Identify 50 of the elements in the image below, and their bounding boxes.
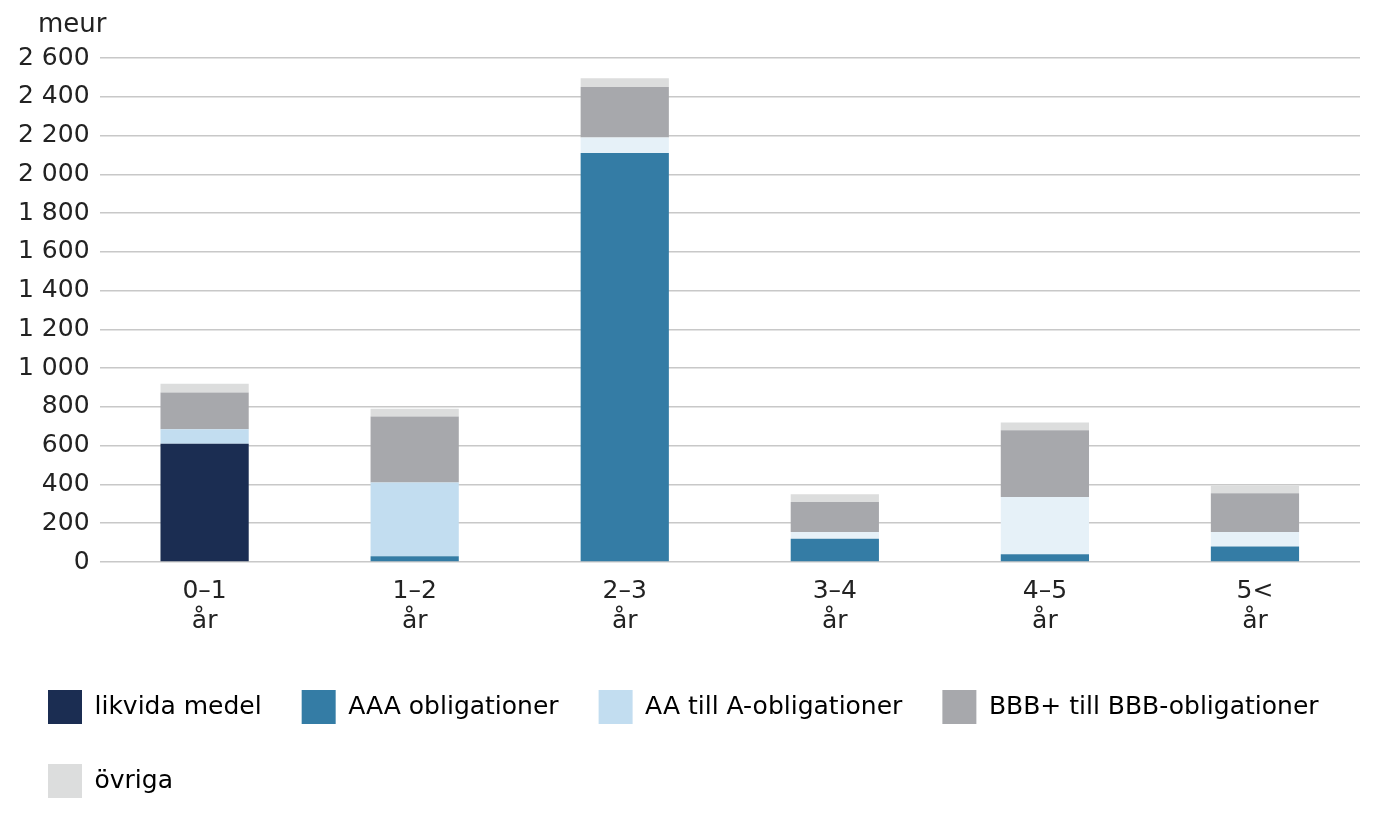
y-tick-label: 400 [41,467,90,497]
bar [1000,554,1090,562]
legend-label: AA till A-obligationer [645,690,904,720]
y-tick-label: 2 200 [17,119,90,149]
x-tick-label: 3–4 år [812,574,857,634]
y-tick-label: 1 000 [17,351,90,381]
bar [580,78,669,88]
legend-label: likvida medel [94,690,262,720]
bar [1000,422,1090,431]
x-tick-label: 4–5 år [1022,574,1068,634]
legend-label: AAA obligationer [348,690,560,720]
bar [790,494,879,502]
bar [1210,485,1300,494]
bar [580,137,669,153]
x-tick-label: 0–1 år [182,574,227,634]
bar [160,383,249,393]
x-tick-label: 2–3 år [602,574,647,634]
y-tick-label: 800 [41,390,90,420]
y-tick-label: 2 600 [17,41,90,71]
y-tick-label: 1 600 [17,235,90,265]
bar [580,152,669,562]
bar [1210,531,1300,547]
legend-label: BBB+ till BBB-obligationer [988,690,1320,720]
bar [790,538,879,562]
bar [790,531,879,539]
bar [370,482,459,557]
bar [370,556,459,562]
bar [580,87,669,138]
x-tick-label: 1–2 år [392,574,437,634]
bar [160,443,249,562]
legend-label: övriga [94,764,174,794]
bar [790,501,879,532]
y-tick-label: 1 800 [17,196,90,226]
y-tick-label: 2 400 [17,80,90,110]
y-axis-title: meur [38,7,107,38]
bar [370,416,459,483]
bar [1000,497,1090,555]
y-tick-label: 1 200 [17,312,90,342]
y-tick-label: 0 [73,545,90,575]
bar [1210,546,1300,562]
bar [160,429,249,444]
bar [160,392,249,430]
y-tick-label: 1 400 [17,274,90,304]
y-tick-label: 2 000 [17,157,90,187]
y-tick-label: 200 [41,506,90,536]
y-tick-label: 600 [41,429,90,459]
bar [370,408,459,417]
x-tick-label: 5< år [1236,574,1274,634]
bar [1210,493,1300,532]
bar [1000,430,1090,498]
